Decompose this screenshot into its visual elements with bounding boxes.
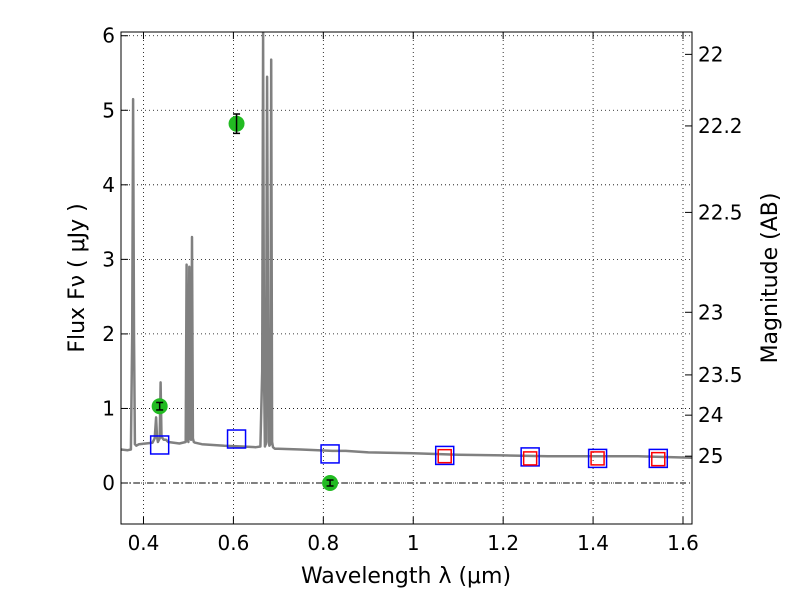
y-tick-label: 0 — [102, 471, 115, 495]
y-tick-label: 6 — [102, 24, 115, 48]
x-tick-label: 0.8 — [307, 531, 339, 555]
model-photometry-square — [226, 429, 247, 449]
y2-tick-label: 23.5 — [698, 363, 743, 387]
y-tick-label: 1 — [102, 396, 115, 420]
y2-tick-label: 22.5 — [698, 200, 743, 224]
y-tick-label: 3 — [102, 247, 115, 271]
x-tick-label: 1.6 — [667, 531, 699, 555]
x-tick-label: 1.4 — [577, 531, 609, 555]
ticks: 0.4 0.6 0.8 1 1.2 1.4 1.601234562222.222.52323… — [102, 24, 742, 555]
y2-tick-label: 22.2 — [698, 114, 743, 138]
model-photometry-square — [520, 447, 540, 467]
y2-tick-label: 24 — [698, 403, 723, 427]
y-tick-label: 5 — [102, 98, 115, 122]
model-photometry-inner-square — [651, 451, 666, 467]
plot-frame — [120, 31, 693, 525]
y-axis-label: Flux Fν ( μJy ) — [65, 203, 90, 352]
data-layer — [121, 32, 692, 491]
model-photometry-square — [648, 448, 669, 469]
x-tick-label: 1.2 — [487, 531, 519, 555]
model-photometry-inner-square — [522, 451, 538, 466]
x-axis-label: Wavelength λ (μm) — [301, 564, 511, 589]
model-photometry-square — [320, 444, 340, 464]
model-spectrum-line — [121, 32, 692, 459]
y-tick-label: 4 — [102, 173, 115, 197]
plot-area — [121, 32, 692, 524]
model-photometry-square — [587, 448, 608, 469]
x-tick-label: 0.4 — [128, 531, 160, 555]
y2-tick-label: 25 — [698, 444, 723, 468]
y-tick-label: 2 — [102, 322, 115, 346]
y2-axis-label: Magnitude (AB) — [758, 193, 783, 364]
y2-tick-label: 22 — [698, 42, 723, 66]
model-photometry-square — [434, 445, 455, 466]
model-photometry-square — [149, 435, 170, 455]
y2-tick-label: 23 — [698, 300, 723, 324]
x-tick-label: 0.6 — [217, 531, 249, 555]
model-photometry-inner-square — [437, 448, 452, 464]
x-tick-label: 1 — [407, 531, 420, 555]
model-photometry-inner-square — [590, 451, 605, 466]
